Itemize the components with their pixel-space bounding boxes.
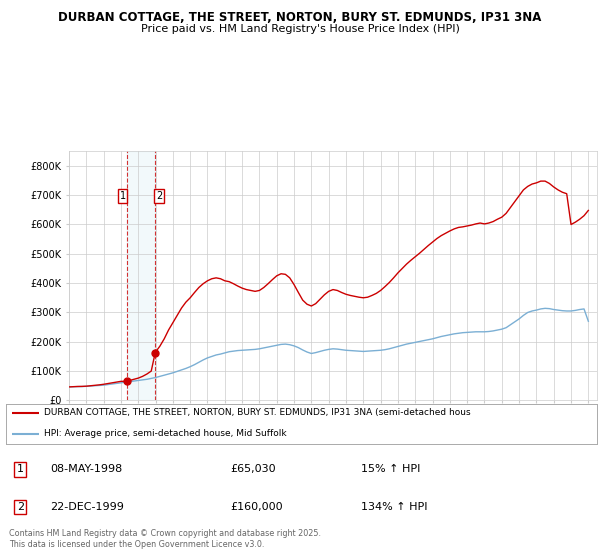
- Text: 2: 2: [17, 502, 24, 512]
- Text: DURBAN COTTAGE, THE STREET, NORTON, BURY ST. EDMUNDS, IP31 3NA: DURBAN COTTAGE, THE STREET, NORTON, BURY…: [58, 11, 542, 24]
- Text: £160,000: £160,000: [230, 502, 283, 512]
- Text: DURBAN COTTAGE, THE STREET, NORTON, BURY ST. EDMUNDS, IP31 3NA (semi-detached ho: DURBAN COTTAGE, THE STREET, NORTON, BURY…: [44, 408, 471, 417]
- Text: 1: 1: [17, 464, 23, 474]
- Text: 134% ↑ HPI: 134% ↑ HPI: [361, 502, 427, 512]
- Text: 08-MAY-1998: 08-MAY-1998: [50, 464, 122, 474]
- Bar: [127, 151, 155, 400]
- Text: 15% ↑ HPI: 15% ↑ HPI: [361, 464, 420, 474]
- Text: Contains HM Land Registry data © Crown copyright and database right 2025.
This d: Contains HM Land Registry data © Crown c…: [9, 529, 321, 549]
- Text: £65,030: £65,030: [230, 464, 276, 474]
- Text: 2: 2: [156, 191, 163, 201]
- Text: Price paid vs. HM Land Registry's House Price Index (HPI): Price paid vs. HM Land Registry's House …: [140, 24, 460, 34]
- Text: 1: 1: [119, 191, 126, 201]
- Text: 22-DEC-1999: 22-DEC-1999: [50, 502, 124, 512]
- Text: HPI: Average price, semi-detached house, Mid Suffolk: HPI: Average price, semi-detached house,…: [44, 430, 287, 438]
